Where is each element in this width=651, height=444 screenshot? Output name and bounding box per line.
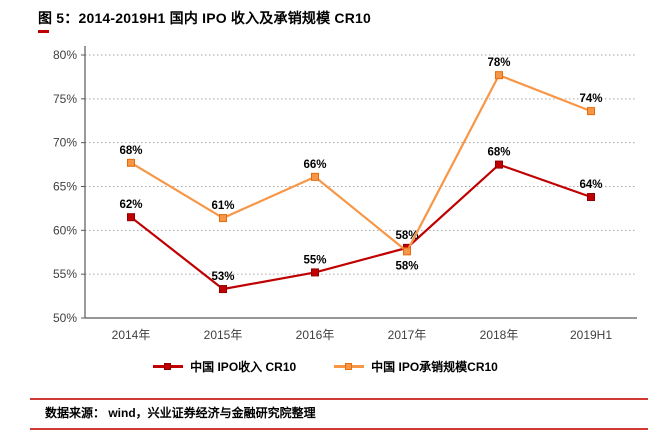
svg-text:53%: 53%	[211, 271, 234, 283]
svg-text:68%: 68%	[119, 145, 142, 157]
svg-text:78%: 78%	[487, 57, 510, 69]
footer-top-rule	[30, 398, 648, 400]
svg-text:64%: 64%	[579, 179, 602, 191]
svg-text:68%: 68%	[487, 147, 510, 159]
svg-text:60%: 60%	[53, 223, 77, 237]
svg-text:2019H1: 2019H1	[570, 328, 612, 342]
svg-text:62%: 62%	[119, 199, 142, 211]
svg-text:55%: 55%	[303, 254, 326, 266]
svg-text:66%: 66%	[303, 159, 326, 171]
chart-legend: 中国 IPO收入 CR10 中国 IPO承销规模CR10	[0, 358, 651, 375]
svg-text:65%: 65%	[53, 180, 77, 194]
svg-text:70%: 70%	[53, 136, 77, 150]
footer-bottom-rule	[30, 428, 648, 430]
svg-text:2015年: 2015年	[204, 328, 243, 342]
series1-square-icon	[164, 362, 172, 370]
series2-line-marker-icon	[334, 362, 365, 371]
svg-text:80%: 80%	[53, 48, 77, 62]
svg-text:61%: 61%	[211, 200, 234, 212]
title-accent-bar	[38, 30, 49, 33]
svg-text:2018年: 2018年	[480, 328, 519, 342]
series2-square-icon	[345, 362, 353, 370]
svg-text:55%: 55%	[53, 267, 77, 281]
data-source-text: 数据来源： wind，兴业证券经济与金融研究院整理	[45, 406, 316, 420]
svg-text:2016年: 2016年	[296, 328, 335, 342]
figure-title: 图 5：2014-2019H1 国内 IPO 收入及承销规模 CR10	[38, 10, 371, 26]
svg-text:2017年: 2017年	[388, 328, 427, 342]
figure-header: 图 5：2014-2019H1 国内 IPO 收入及承销规模 CR10	[38, 8, 371, 28]
svg-text:2014年: 2014年	[112, 328, 151, 342]
svg-text:75%: 75%	[53, 92, 77, 106]
svg-text:58%: 58%	[395, 260, 418, 272]
series1-line-marker-icon	[153, 362, 184, 371]
line-chart: 50% 55% 60% 65% 70% 75% 80% 2014年 2015年 2016年 2017…	[53, 46, 637, 342]
svg-text:50%: 50%	[53, 311, 77, 325]
legend-item-ipo-revenue: 中国 IPO收入 CR10	[153, 358, 296, 375]
legend-item-ipo-underwriting: 中国 IPO承销规模CR10	[334, 358, 498, 375]
svg-text:74%: 74%	[579, 93, 602, 105]
legend-label-series2: 中国 IPO承销规模CR10	[371, 360, 498, 374]
legend-label-series1: 中国 IPO收入 CR10	[190, 360, 297, 374]
